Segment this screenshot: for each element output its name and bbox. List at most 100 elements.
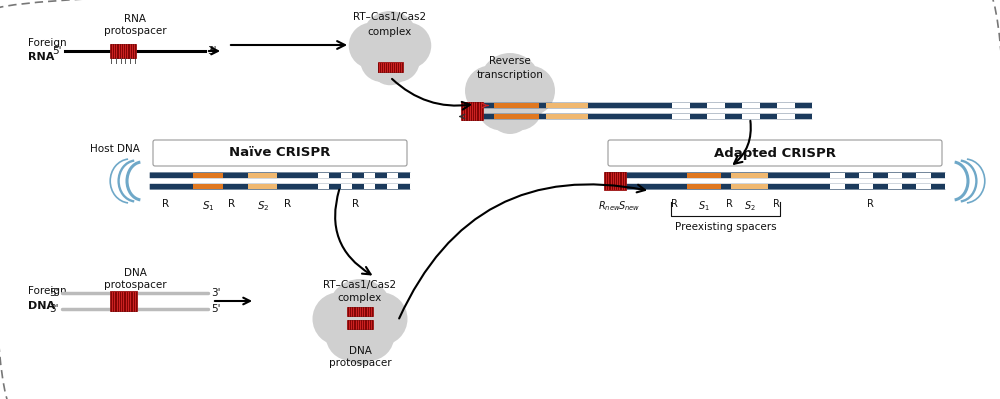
- Text: $S_2$: $S_2$: [257, 199, 269, 213]
- Bar: [707, 103, 724, 108]
- Text: Foreign: Foreign: [28, 286, 67, 296]
- Text: RNA: RNA: [28, 52, 54, 62]
- Bar: [364, 173, 375, 178]
- Bar: [888, 184, 902, 189]
- Bar: [318, 173, 329, 178]
- Bar: [916, 173, 931, 178]
- Bar: [318, 184, 329, 189]
- Circle shape: [362, 11, 418, 67]
- Bar: [494, 103, 539, 108]
- Text: $S_1$: $S_1$: [202, 199, 215, 213]
- Bar: [347, 306, 373, 316]
- Text: 5': 5': [211, 304, 220, 314]
- Bar: [777, 103, 795, 108]
- Circle shape: [349, 23, 395, 69]
- Bar: [248, 173, 277, 178]
- Bar: [707, 114, 724, 119]
- Text: R: R: [228, 199, 235, 209]
- Text: 5': 5': [52, 46, 62, 56]
- FancyBboxPatch shape: [605, 184, 945, 190]
- Text: R: R: [773, 199, 780, 209]
- Text: Preexisting spacers: Preexisting spacers: [675, 222, 777, 232]
- Text: protospacer: protospacer: [329, 358, 391, 368]
- Text: protospacer: protospacer: [104, 26, 166, 36]
- Text: DNA: DNA: [124, 268, 146, 278]
- Bar: [461, 102, 483, 120]
- FancyBboxPatch shape: [462, 114, 812, 119]
- Bar: [248, 184, 277, 189]
- Text: R: R: [162, 199, 169, 209]
- Text: RT–Cas1/Cas2: RT–Cas1/Cas2: [323, 280, 397, 290]
- Bar: [341, 184, 352, 189]
- Bar: [110, 291, 137, 311]
- Text: Host DNA: Host DNA: [90, 144, 140, 154]
- FancyBboxPatch shape: [150, 184, 410, 190]
- Circle shape: [377, 39, 420, 82]
- Text: Adapted CRISPR: Adapted CRISPR: [714, 146, 836, 160]
- Circle shape: [360, 39, 403, 82]
- Text: protospacer: protospacer: [104, 280, 166, 290]
- Text: R: R: [284, 199, 291, 209]
- Bar: [945, 184, 959, 189]
- Bar: [830, 184, 845, 189]
- Bar: [888, 173, 902, 178]
- Bar: [494, 114, 539, 119]
- Bar: [742, 103, 760, 108]
- Text: R: R: [867, 199, 874, 209]
- Text: $S_1$: $S_1$: [698, 199, 709, 213]
- Text: transcription: transcription: [477, 70, 543, 80]
- Bar: [193, 184, 223, 189]
- Circle shape: [345, 311, 394, 361]
- Bar: [859, 184, 873, 189]
- Text: $S_{new}$: $S_{new}$: [618, 199, 640, 213]
- Circle shape: [385, 23, 431, 69]
- Text: $R_{new}$: $R_{new}$: [598, 199, 620, 213]
- Bar: [378, 62, 403, 72]
- Bar: [546, 103, 588, 108]
- Bar: [672, 103, 690, 108]
- Text: R: R: [726, 199, 733, 209]
- Bar: [731, 173, 768, 178]
- Bar: [410, 184, 422, 189]
- Bar: [193, 173, 223, 178]
- Bar: [387, 184, 398, 189]
- Bar: [742, 114, 760, 119]
- Circle shape: [328, 279, 392, 344]
- Circle shape: [312, 292, 366, 346]
- FancyBboxPatch shape: [150, 172, 410, 178]
- Bar: [110, 44, 136, 58]
- Text: complex: complex: [338, 293, 382, 303]
- Bar: [859, 173, 873, 178]
- Text: RT–Cas1/Cas2: RT–Cas1/Cas2: [353, 12, 427, 22]
- Circle shape: [496, 84, 542, 130]
- Bar: [812, 103, 830, 108]
- Circle shape: [488, 91, 532, 134]
- FancyArrowPatch shape: [399, 184, 645, 318]
- Bar: [812, 114, 830, 119]
- Circle shape: [478, 84, 524, 130]
- Bar: [341, 173, 352, 178]
- Bar: [672, 114, 690, 119]
- Bar: [410, 173, 422, 178]
- Circle shape: [326, 311, 375, 361]
- Bar: [945, 173, 959, 178]
- Bar: [364, 184, 375, 189]
- Bar: [604, 172, 626, 190]
- FancyArrowPatch shape: [392, 79, 470, 110]
- Circle shape: [354, 292, 408, 346]
- Text: complex: complex: [368, 27, 412, 37]
- Text: 5': 5': [50, 288, 59, 298]
- Circle shape: [337, 319, 383, 365]
- Bar: [830, 173, 845, 178]
- Text: RNA: RNA: [124, 14, 146, 24]
- Bar: [731, 184, 768, 189]
- Circle shape: [370, 45, 410, 85]
- FancyArrowPatch shape: [335, 190, 371, 275]
- Text: $S_2$: $S_2$: [744, 199, 755, 213]
- Text: Naïve CRISPR: Naïve CRISPR: [229, 146, 331, 160]
- Text: Reverse: Reverse: [489, 56, 531, 66]
- Circle shape: [465, 65, 515, 116]
- Text: 3': 3': [211, 288, 220, 298]
- Text: R: R: [671, 199, 678, 209]
- Text: DNA: DNA: [28, 301, 55, 311]
